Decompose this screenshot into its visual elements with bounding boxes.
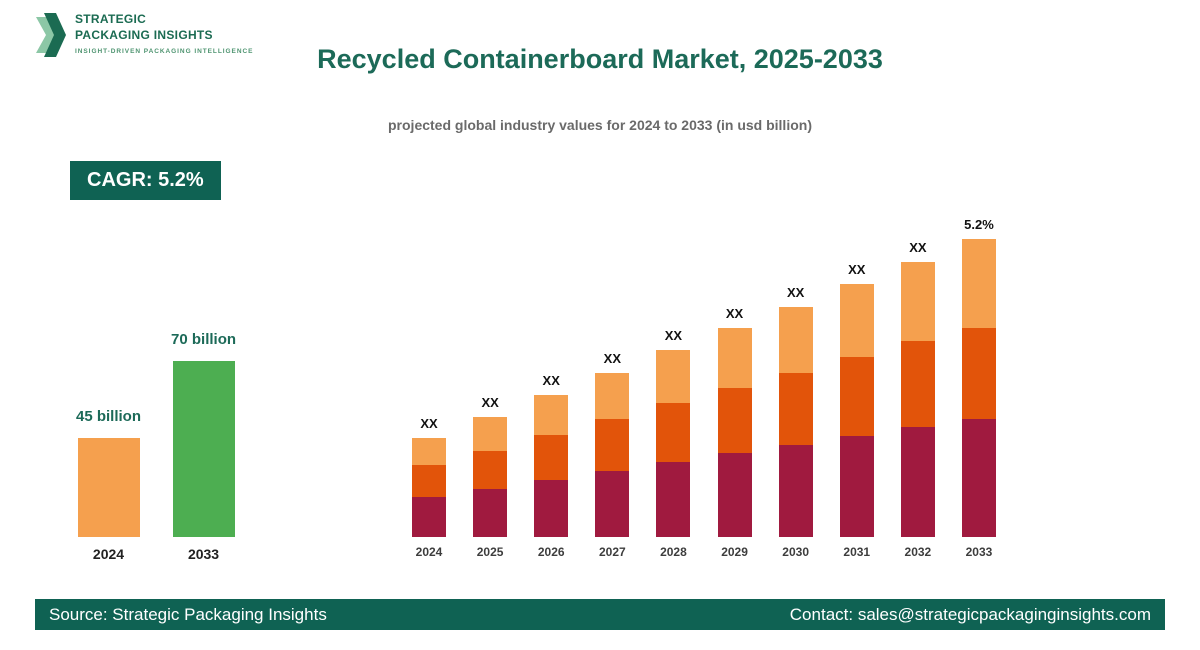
projection-bar-label-2027: XX	[603, 351, 621, 366]
projection-middle-segment-2024	[412, 465, 446, 497]
projection-bar-label-2026: XX	[542, 373, 560, 388]
projection-bottom-segment-2024	[412, 497, 446, 537]
projection-bottom-segment-2027	[595, 471, 630, 537]
summary-bar-2024	[77, 438, 140, 537]
projection-top-segment-2033	[961, 239, 996, 328]
projection-bar-label-2033: 5.2%	[964, 217, 994, 232]
footer-contact: Contact: sales@strategicpackaginginsight…	[789, 604, 1151, 624]
projection-top-segment-2030	[778, 307, 813, 373]
projection-bar-group-2026: XX 2026	[534, 200, 569, 559]
projection-year-label-2032: 2032	[904, 545, 932, 559]
projection-bar-group-2031: XX 2031	[839, 200, 874, 559]
projection-top-segment-2024	[412, 438, 446, 465]
projection-middle-segment-2025	[473, 451, 508, 489]
projection-bottom-segment-2031	[839, 436, 874, 537]
projection-middle-segment-2031	[839, 357, 874, 436]
projection-bottom-segment-2033	[961, 419, 996, 537]
projection-year-label-2025: 2025	[476, 545, 504, 559]
projection-bar-column-2033: 5.2%	[961, 200, 996, 537]
projection-middle-segment-2027	[595, 419, 630, 471]
projection-bottom-segment-2029	[717, 453, 752, 537]
projection-bar-column-2030: XX	[778, 200, 813, 537]
footer-source: Source: Strategic Packaging Insights	[49, 604, 327, 624]
summary-year-label-2033: 2033	[187, 546, 220, 562]
projection-middle-segment-2032	[900, 341, 935, 427]
projection-top-segment-2032	[900, 262, 935, 341]
projection-bar-label-2030: XX	[786, 285, 805, 300]
projection-year-label-2028: 2028	[660, 545, 687, 559]
projection-year-label-2031: 2031	[843, 545, 871, 559]
projection-bar-column-2025: XX	[473, 200, 508, 537]
projection-bar-group-2033: 5.2% 2033	[961, 200, 996, 559]
logo-tagline: INSIGHT-DRIVEN PACKAGING INTELLIGENCE	[75, 48, 254, 56]
projection-bar-column-2029: XX	[717, 200, 752, 537]
page-subtitle: projected global industry values for 202…	[388, 117, 812, 133]
projection-middle-segment-2030	[778, 373, 813, 445]
projection-year-label-2033: 2033	[965, 545, 993, 559]
projection-bar-column-2027: XX	[595, 200, 630, 537]
logo-text: STRATEGIC PACKAGING INSIGHTS INSIGHT-DRI…	[75, 12, 253, 55]
footer: Source: Strategic Packaging Insights Con…	[35, 599, 1165, 630]
summary-year-label-2024: 2024	[92, 546, 125, 562]
projection-top-segment-2025	[473, 417, 508, 451]
summary-bar-2033	[172, 361, 235, 537]
projection-year-label-2026: 2026	[537, 545, 565, 559]
cagr-badge: CAGR: 5.2%	[70, 161, 221, 200]
projection-middle-segment-2026	[534, 435, 569, 480]
projection-bottom-segment-2026	[534, 480, 569, 537]
projection-middle-segment-2029	[717, 388, 752, 453]
projection-bar-label-2032: XX	[909, 240, 927, 255]
projection-top-segment-2026	[534, 395, 569, 435]
projection-bar-label-2024: XX	[420, 416, 438, 431]
projection-bottom-segment-2030	[778, 445, 813, 537]
projection-bar-group-2025: XX 2025	[473, 200, 508, 559]
projection-year-label-2029: 2029	[721, 545, 748, 559]
projection-bar-label-2031: XX	[848, 262, 866, 277]
projection-middle-segment-2028	[656, 403, 691, 462]
projection-bar-group-2029: XX 2029	[717, 200, 752, 559]
projection-bar-column-2026: XX	[534, 200, 569, 537]
logo-name-line2: PACKAGING INSIGHTS	[75, 27, 213, 42]
projection-bar-group-2027: XX 2027	[595, 200, 630, 559]
projection-bar-group-2032: XX 2032	[900, 200, 935, 559]
summary-chart: 45 billion 2024 70 billion 2033	[76, 317, 236, 562]
projection-top-segment-2029	[717, 328, 752, 388]
projection-bar-label-2029: XX	[725, 306, 744, 321]
summary-bar-column-2033: 70 billion	[171, 317, 236, 537]
projection-top-segment-2031	[839, 284, 874, 357]
logo: STRATEGIC PACKAGING INSIGHTS INSIGHT-DRI…	[35, 12, 253, 63]
projection-bottom-segment-2025	[473, 489, 508, 537]
projection-bottom-segment-2032	[900, 427, 935, 537]
projection-year-label-2024: 2024	[415, 545, 443, 559]
projection-year-label-2027: 2027	[598, 545, 626, 559]
projection-top-segment-2027	[595, 373, 630, 419]
projection-year-label-2030: 2030	[782, 545, 809, 559]
projection-bar-column-2024: XX	[412, 200, 446, 537]
page-title: Recycled Containerboard Market, 2025-203…	[317, 44, 883, 74]
projection-bar-label-2028: XX	[664, 328, 683, 343]
projection-bar-group-2024: XX 2024	[412, 200, 446, 559]
projection-bar-column-2028: XX	[656, 200, 691, 537]
summary-bar-group-2033: 70 billion 2033	[171, 317, 236, 562]
logo-chevron-icon	[35, 12, 67, 63]
projection-bar-label-2025: XX	[481, 395, 499, 410]
projection-bottom-segment-2028	[656, 462, 691, 537]
summary-value-label-2033: 70 billion	[171, 331, 237, 348]
projection-bar-column-2031: XX	[839, 200, 874, 537]
summary-value-label-2024: 45 billion	[76, 408, 142, 425]
projection-top-segment-2028	[656, 350, 691, 403]
logo-name-line1: STRATEGIC	[75, 12, 147, 26]
projection-bar-group-2030: XX 2030	[778, 200, 813, 559]
projection-bar-column-2032: XX	[900, 200, 935, 537]
summary-bar-column-2024: 45 billion	[76, 317, 141, 537]
projection-chart: XX 2024 XX 2025 XX 2026 XX 2027 XX 2028 XX 2029 XX 20…	[412, 200, 996, 559]
projection-middle-segment-2033	[961, 328, 996, 419]
summary-bar-group-2024: 45 billion 2024	[76, 317, 141, 562]
projection-bar-group-2028: XX 2028	[656, 200, 691, 559]
